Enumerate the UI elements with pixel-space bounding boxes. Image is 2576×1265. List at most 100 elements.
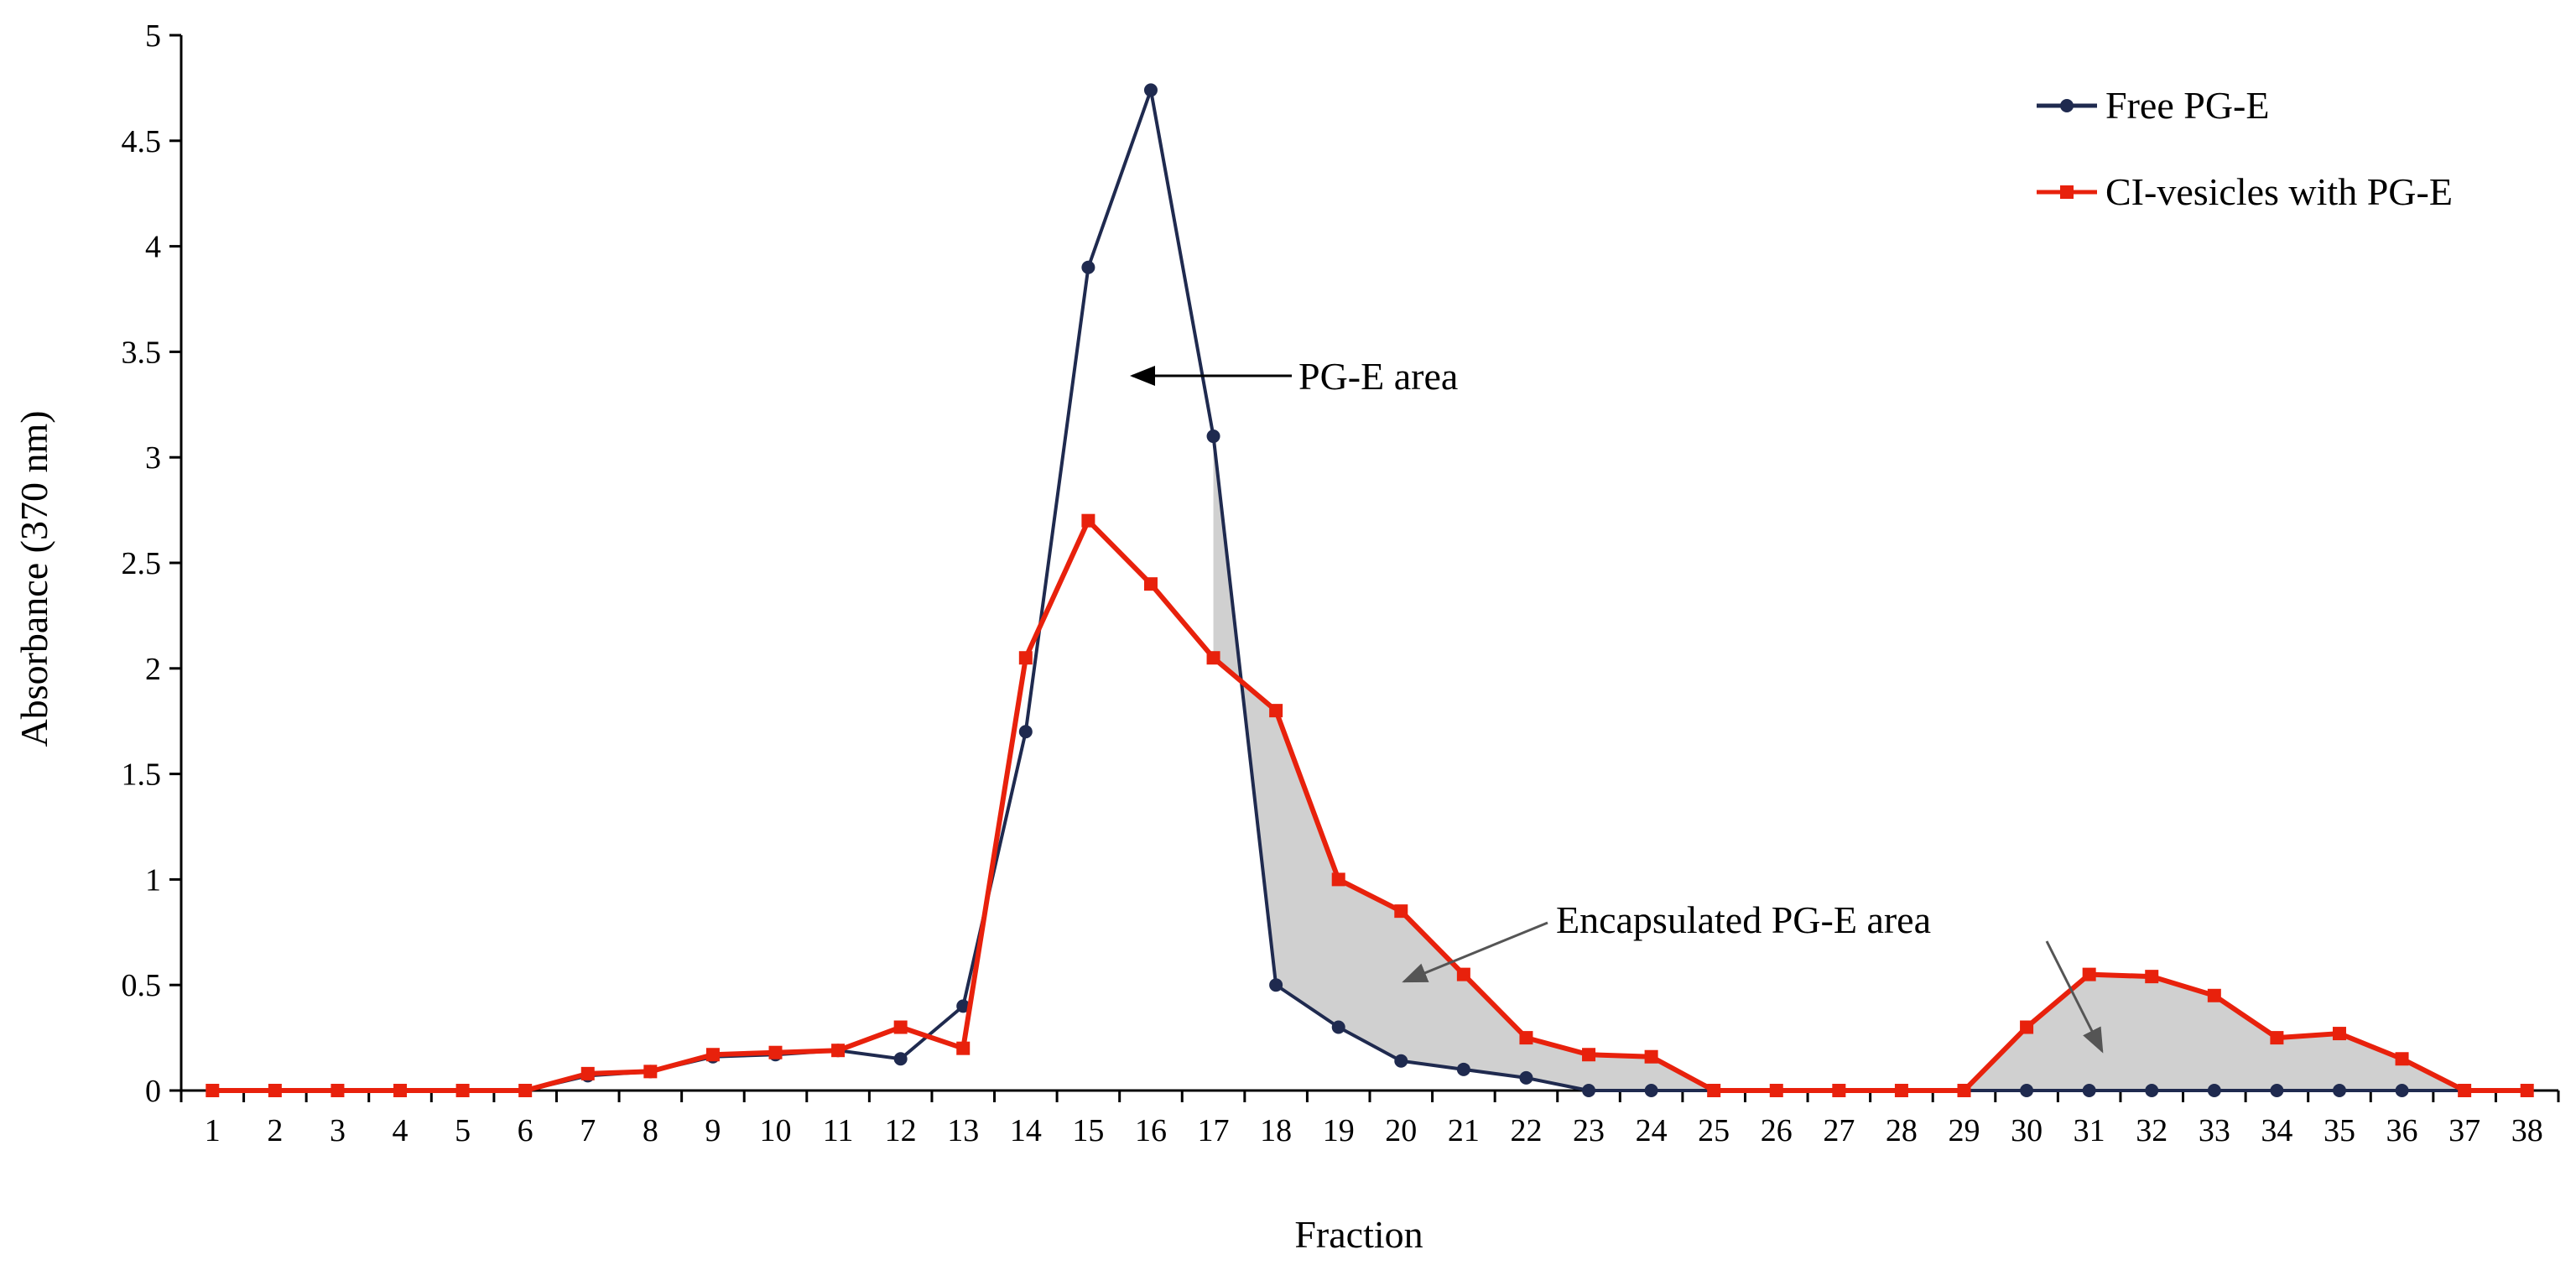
data-point: [2520, 1084, 2534, 1097]
x-tick-label: 38: [2511, 1113, 2543, 1148]
x-tick-label: 20: [1385, 1113, 1417, 1148]
y-tick-label: 4.5: [122, 124, 162, 159]
data-point: [1644, 1084, 1658, 1097]
data-point: [1331, 872, 1345, 887]
x-tick-label: 4: [393, 1113, 409, 1148]
data-point: [2395, 1084, 2409, 1097]
annotation-pg-e-area: PG-E area: [1130, 355, 1458, 398]
annotation-encapsulated-area: Encapsulated PG-E area: [1402, 898, 2104, 1054]
x-tick-label: 17: [1198, 1113, 1230, 1148]
y-tick-label: 2.5: [122, 546, 162, 581]
x-tick-label: 14: [1010, 1113, 1042, 1148]
data-point: [1269, 704, 1283, 718]
data-point: [1269, 978, 1283, 992]
data-point: [705, 1048, 720, 1062]
shaded-region-2: [1964, 974, 2465, 1091]
data-point: [1957, 1084, 1971, 1097]
data-point: [2458, 1084, 2472, 1097]
data-point: [643, 1065, 658, 1079]
y-tick-label: 3: [145, 440, 161, 476]
data-point: [1143, 83, 1158, 97]
y-tick-label: 5: [145, 18, 161, 54]
data-point: [2082, 967, 2096, 981]
x-tick-label: 3: [330, 1113, 346, 1148]
x-tick-label: 33: [2199, 1113, 2230, 1148]
data-point: [956, 1041, 971, 1055]
data-point: [580, 1066, 595, 1080]
x-tick-label: 21: [1448, 1113, 1480, 1148]
annotation-label: Encapsulated PG-E area: [1556, 898, 1931, 941]
data-point: [1394, 904, 1408, 919]
shaded-regions: [1213, 436, 2465, 1091]
data-point: [206, 1084, 220, 1097]
x-tick-label: 6: [518, 1113, 533, 1148]
legend-marker-square: [2060, 185, 2074, 199]
x-tick-label: 8: [643, 1113, 658, 1148]
x-tick-label: 12: [885, 1113, 917, 1148]
data-point: [1331, 1020, 1345, 1034]
x-tick-label: 19: [1323, 1113, 1355, 1148]
data-point: [1644, 1049, 1658, 1064]
x-tick-label: 2: [267, 1113, 283, 1148]
x-tick-label: 24: [1636, 1113, 1668, 1148]
data-point: [1018, 651, 1033, 665]
y-tick-label: 4: [145, 230, 161, 265]
x-tick-label: 29: [1949, 1113, 1980, 1148]
legend-label: Free PG-E: [2105, 84, 2269, 127]
data-point: [268, 1084, 282, 1097]
x-tick-label: 7: [580, 1113, 596, 1148]
data-point: [1394, 1054, 1408, 1068]
data-point: [1206, 429, 1220, 444]
data-point: [1582, 1084, 1596, 1097]
x-tick-label: 34: [2261, 1113, 2292, 1148]
axes: 00.511.522.533.544.551 2 3 4 5 6 7 8 9 10 11 12 13 14…: [122, 18, 2560, 1148]
x-tick-label: 15: [1072, 1113, 1104, 1148]
data-point: [2020, 1020, 2034, 1034]
y-tick-label: 0.5: [122, 968, 162, 1003]
data-point: [956, 999, 971, 1013]
x-tick-label: 18: [1260, 1113, 1292, 1148]
x-tick-label: 30: [2011, 1113, 2043, 1148]
series-line: [212, 518, 2527, 1093]
data-point: [1769, 1084, 1783, 1097]
x-tick-label: 13: [947, 1113, 979, 1148]
y-tick-label: 1: [145, 862, 161, 898]
x-tick-label: 37: [2449, 1113, 2480, 1148]
data-point: [2082, 1084, 2096, 1097]
x-tick-label: 32: [2136, 1113, 2167, 1148]
legend-item-free-pg-e: Free PG-E: [2037, 84, 2269, 127]
x-tick-label: 22: [1510, 1113, 1542, 1148]
annotation-label: PG-E area: [1298, 355, 1458, 398]
series: [206, 83, 2534, 1097]
shaded-region-1: [1213, 436, 1715, 1091]
data-point: [330, 1084, 345, 1097]
y-tick-label: 2: [145, 652, 161, 687]
data-point: [1456, 1062, 1470, 1076]
x-tick-label: 11: [823, 1113, 854, 1148]
data-point: [1206, 651, 1220, 665]
data-point: [455, 1084, 470, 1097]
data-point: [518, 1084, 533, 1097]
data-point: [1143, 577, 1158, 591]
data-point: [1081, 513, 1095, 528]
data-point: [1519, 1031, 1533, 1045]
data-point: [2020, 1084, 2034, 1097]
data-point: [1582, 1048, 1596, 1062]
x-tick-label: 31: [2074, 1113, 2105, 1148]
data-point: [893, 1052, 908, 1066]
y-tick-label: 3.5: [122, 335, 162, 370]
x-tick-label: 23: [1573, 1113, 1605, 1148]
data-point: [2395, 1052, 2409, 1066]
x-tick-label: 36: [2386, 1113, 2418, 1148]
x-tick-label: 16: [1135, 1113, 1167, 1148]
data-point: [2207, 988, 2221, 1002]
data-point: [1707, 1084, 1721, 1097]
series-ci-vesicles: [206, 513, 2534, 1097]
data-point: [831, 1044, 846, 1058]
data-point: [2270, 1084, 2284, 1097]
data-point: [768, 1045, 783, 1059]
x-tick-label: 9: [705, 1113, 721, 1148]
x-tick-label: 25: [1698, 1113, 1730, 1148]
data-point: [1018, 725, 1033, 739]
